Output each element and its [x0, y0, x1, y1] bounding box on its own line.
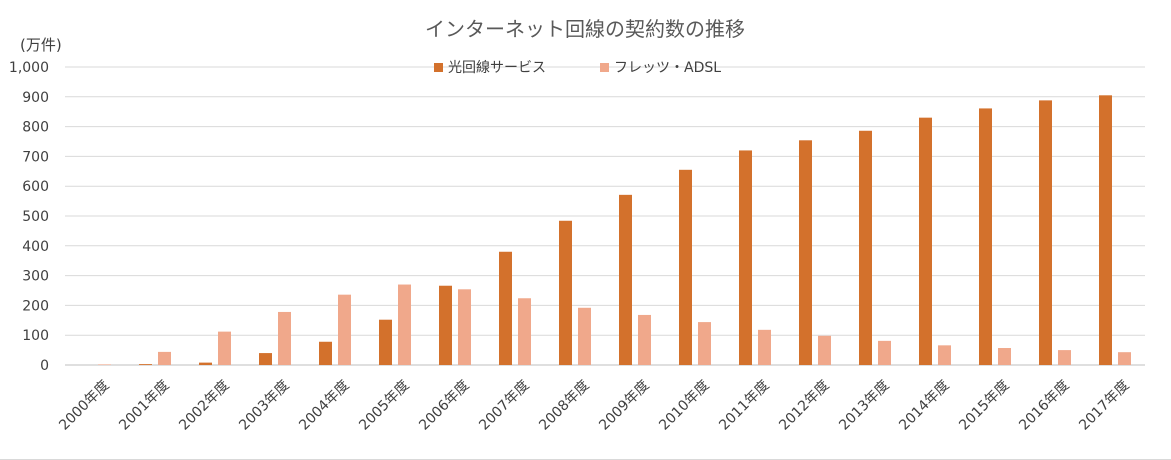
- bar-flets-adsl: [98, 364, 111, 365]
- bar-fiber-service: [559, 220, 572, 365]
- bar-flets-adsl: [578, 307, 591, 365]
- x-tick-label: 2015年度: [956, 377, 1012, 433]
- bar-flets-adsl: [1058, 350, 1071, 365]
- legend-label-flets-adsl: フレッツ・ADSL: [614, 60, 721, 76]
- x-tick-label: 2006年度: [416, 377, 472, 433]
- bar-flets-adsl: [878, 340, 891, 365]
- x-tick-label: 2014年度: [896, 377, 952, 433]
- bar-flets-adsl: [698, 322, 711, 365]
- x-tick-label: 2002年度: [176, 377, 232, 433]
- y-tick-label: 600: [22, 179, 49, 195]
- x-tick-label: 2009年度: [596, 377, 652, 433]
- bar-fiber-service: [679, 169, 692, 365]
- y-tick-label: 900: [22, 90, 49, 106]
- bar-flets-adsl: [518, 298, 531, 365]
- x-tick-label: 2011年度: [716, 377, 772, 433]
- y-tick-label: 800: [22, 120, 49, 136]
- legend-swatch-flets-adsl: [600, 63, 609, 72]
- x-tick-label: 2017年度: [1076, 377, 1132, 433]
- bar-flets-adsl: [338, 294, 351, 365]
- x-tick-label: 2000年度: [56, 377, 112, 433]
- y-tick-label: 400: [22, 239, 49, 255]
- bar-fiber-service: [259, 353, 272, 365]
- legend-swatch-fiber-service: [434, 63, 443, 72]
- bar-fiber-service: [619, 194, 632, 365]
- x-tick-label: 2008年度: [536, 377, 592, 433]
- bar-fiber-service: [1099, 95, 1112, 365]
- bar-fiber-service: [199, 362, 212, 365]
- y-tick-label: 300: [22, 269, 49, 285]
- y-tick-label: 0: [40, 358, 49, 374]
- bar-flets-adsl: [818, 335, 831, 365]
- chart-title: インターネット回線の契約数の推移: [425, 17, 745, 41]
- x-tick-label: 2016年度: [1016, 377, 1072, 433]
- x-tick-label: 2007年度: [476, 377, 532, 433]
- y-tick-label: 700: [22, 149, 49, 165]
- x-tick-label: 2003年度: [236, 377, 292, 433]
- bar-flets-adsl: [758, 329, 771, 365]
- bar-fiber-service: [859, 130, 872, 365]
- x-tick-label: 2004年度: [296, 377, 352, 433]
- y-tick-label: 1,000: [9, 60, 49, 76]
- bar-fiber-service: [139, 364, 152, 365]
- y-tick-label: 100: [22, 328, 49, 344]
- bar-flets-adsl: [938, 345, 951, 365]
- bar-flets-adsl: [638, 314, 651, 365]
- legend-label-fiber-service: 光回線サービス: [448, 60, 546, 76]
- bar-flets-adsl: [158, 351, 171, 365]
- bar-fiber-service: [439, 285, 452, 365]
- bar-fiber-service: [919, 117, 932, 365]
- y-axis-ticks: 0 100 200 300 400 500 600 700 800 900 1,000: [9, 60, 49, 374]
- bar-fiber-service: [379, 319, 392, 365]
- bar-flets-adsl: [398, 284, 411, 365]
- bar-fiber-service: [319, 341, 332, 365]
- bar-flets-adsl: [278, 311, 291, 365]
- bar-flets-adsl: [458, 289, 471, 365]
- bar-flets-adsl: [218, 331, 231, 365]
- bar-fiber-service: [799, 140, 812, 365]
- x-tick-label: 2010年度: [656, 377, 712, 433]
- bar-fiber-service: [1039, 100, 1052, 365]
- x-tick-label: 2012年度: [776, 377, 832, 433]
- legend: 光回線サービス フレッツ・ADSL: [434, 60, 721, 76]
- bar-flets-adsl: [1118, 352, 1131, 365]
- bar-series-group: [98, 95, 1131, 365]
- y-tick-label: 200: [22, 298, 49, 314]
- x-tick-label: 2013年度: [836, 377, 892, 433]
- bar-flets-adsl: [998, 348, 1011, 365]
- bar-fiber-service: [499, 251, 512, 365]
- x-axis-ticks: 2000年度 2001年度 2002年度 2003年度 2004年度 2005年度 2006…: [56, 377, 1132, 433]
- x-tick-label: 2001年度: [116, 377, 172, 433]
- bar-fiber-service: [739, 150, 752, 365]
- y-axis-unit-label: (万件): [20, 36, 62, 54]
- bar-fiber-service: [979, 108, 992, 365]
- x-tick-label: 2005年度: [356, 377, 412, 433]
- grid-lines: [65, 66, 1145, 366]
- y-tick-label: 500: [22, 209, 49, 225]
